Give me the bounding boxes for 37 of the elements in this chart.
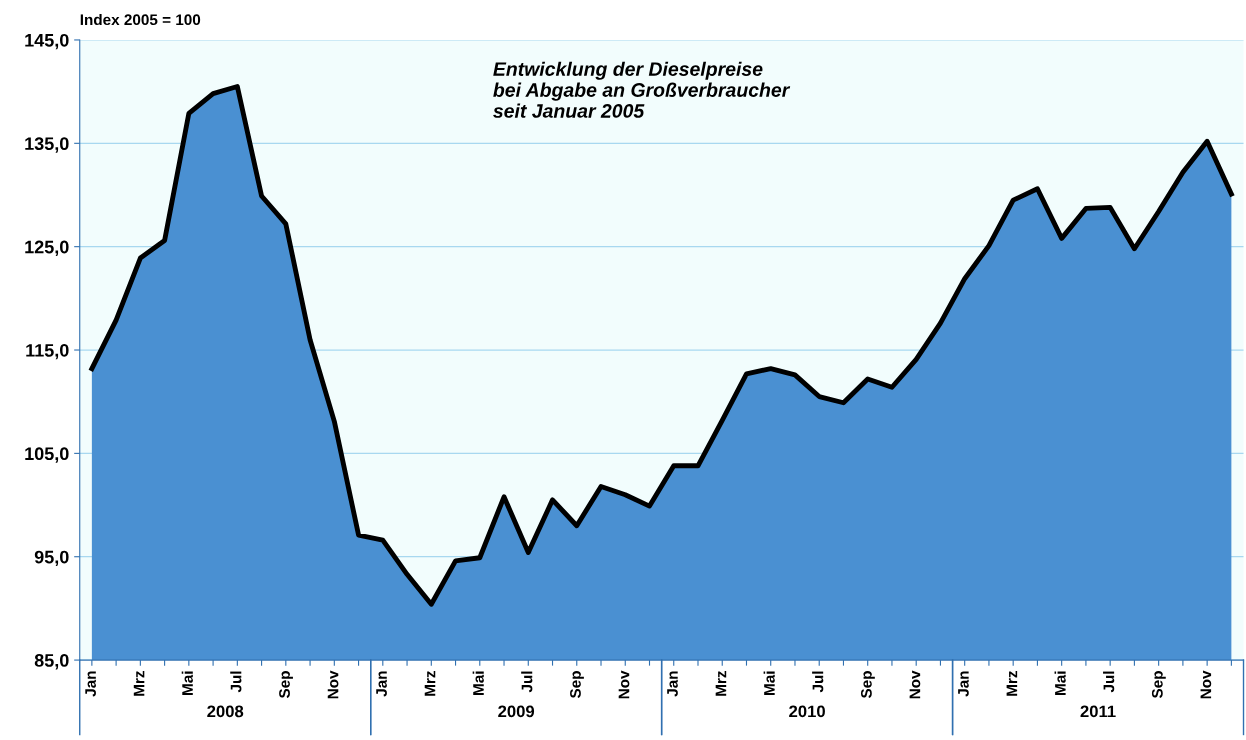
x-tick-label: Nov — [1200, 670, 1212, 699]
x-tick-label: Mrz — [1006, 671, 1018, 696]
y-tick-label: 125,0 — [25, 240, 69, 256]
y-tick-label: 135,0 — [25, 137, 69, 153]
x-tick-label: Mai — [472, 671, 484, 695]
x-tick-label: Jul — [230, 671, 242, 693]
x-tick-label: Jul — [521, 671, 533, 693]
y-tick-label: 105,0 — [25, 447, 69, 463]
x-tick-label: Mai — [1054, 671, 1066, 695]
x-tick-label: Mrz — [715, 671, 727, 696]
x-tick-label: Sep — [1151, 671, 1166, 699]
x-tick-label: Jan — [85, 671, 96, 697]
text: 2008 — [207, 705, 244, 718]
text: 2010 — [789, 705, 825, 718]
x-tick-label: Mai — [763, 671, 775, 695]
x-tick-label: Sep — [860, 671, 875, 699]
y-tick-label: 95,0 — [34, 550, 69, 567]
text: 2011 — [1080, 705, 1116, 718]
x-tick-label: Nov — [327, 670, 339, 699]
y-tick-label: 85,0 — [34, 654, 69, 670]
text: 2009 — [498, 705, 535, 718]
x-tick-label: Nov — [618, 670, 630, 699]
x-tick-label: Mrz — [133, 671, 145, 696]
x-tick-label: Mrz — [424, 671, 436, 696]
y-tick-label: 145,0 — [25, 33, 69, 50]
y-axis-title: Index 2005 = 100 — [80, 13, 201, 26]
x-tick-label: Jan — [958, 671, 969, 697]
x-tick-label: Jan — [667, 671, 678, 697]
x-tick-label: Jul — [1103, 671, 1115, 693]
x-tick-label: Jul — [812, 671, 824, 693]
x-tick-label: Nov — [909, 670, 921, 699]
y-tick-label: 115,0 — [26, 343, 69, 360]
x-tick-label: Sep — [279, 671, 293, 699]
x-tick-label: Sep — [570, 671, 584, 699]
text: Entwicklung der Dieselpreise bei Abgabe an Großverbraucher seit Januar 2005 — [493, 61, 791, 118]
x-tick-label: Mai — [181, 671, 193, 695]
x-tick-label: Jan — [376, 671, 387, 697]
